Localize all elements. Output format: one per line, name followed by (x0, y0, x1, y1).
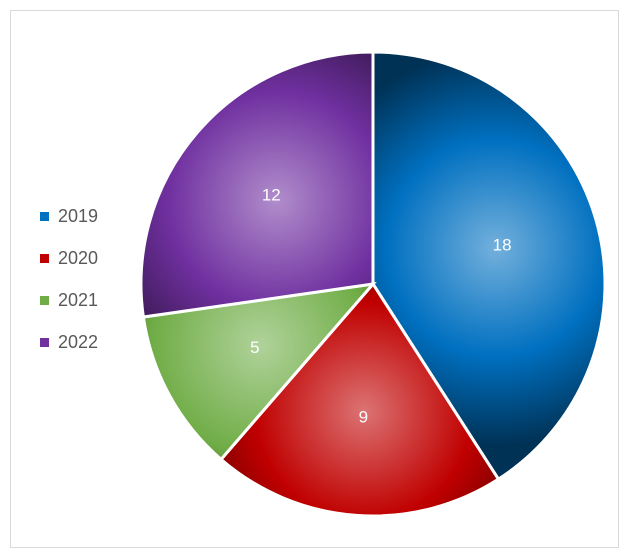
legend-label-2022: 2022 (58, 331, 99, 352)
pie-data-labels: 18 9 5 12 (250, 185, 511, 426)
legend-label-2019: 2019 (58, 205, 99, 226)
data-label-2019: 18 (493, 236, 512, 255)
legend-item-2021: 2021 (40, 290, 98, 310)
legend-swatch-2022 (40, 337, 49, 347)
pie-slice-2020 (218, 281, 501, 518)
pie-slices (139, 50, 607, 518)
data-label-2022: 12 (262, 185, 281, 204)
pie-slice-2022 (139, 50, 375, 319)
legend: 2019 2020 2021 2022 (40, 206, 98, 352)
legend-label-2020: 2020 (58, 247, 99, 268)
legend-swatch-2021 (40, 295, 49, 305)
legend-label-2021: 2021 (58, 289, 99, 310)
legend-item-2020: 2020 (40, 248, 98, 268)
legend-swatch-2019 (40, 211, 49, 221)
data-label-2021: 5 (250, 338, 259, 357)
pie-slice-2021 (141, 281, 377, 462)
legend-swatch-2020 (40, 253, 49, 263)
legend-item-2022: 2022 (40, 332, 98, 352)
legend-item-2019: 2019 (40, 206, 98, 226)
data-label-2020: 9 (359, 408, 368, 427)
